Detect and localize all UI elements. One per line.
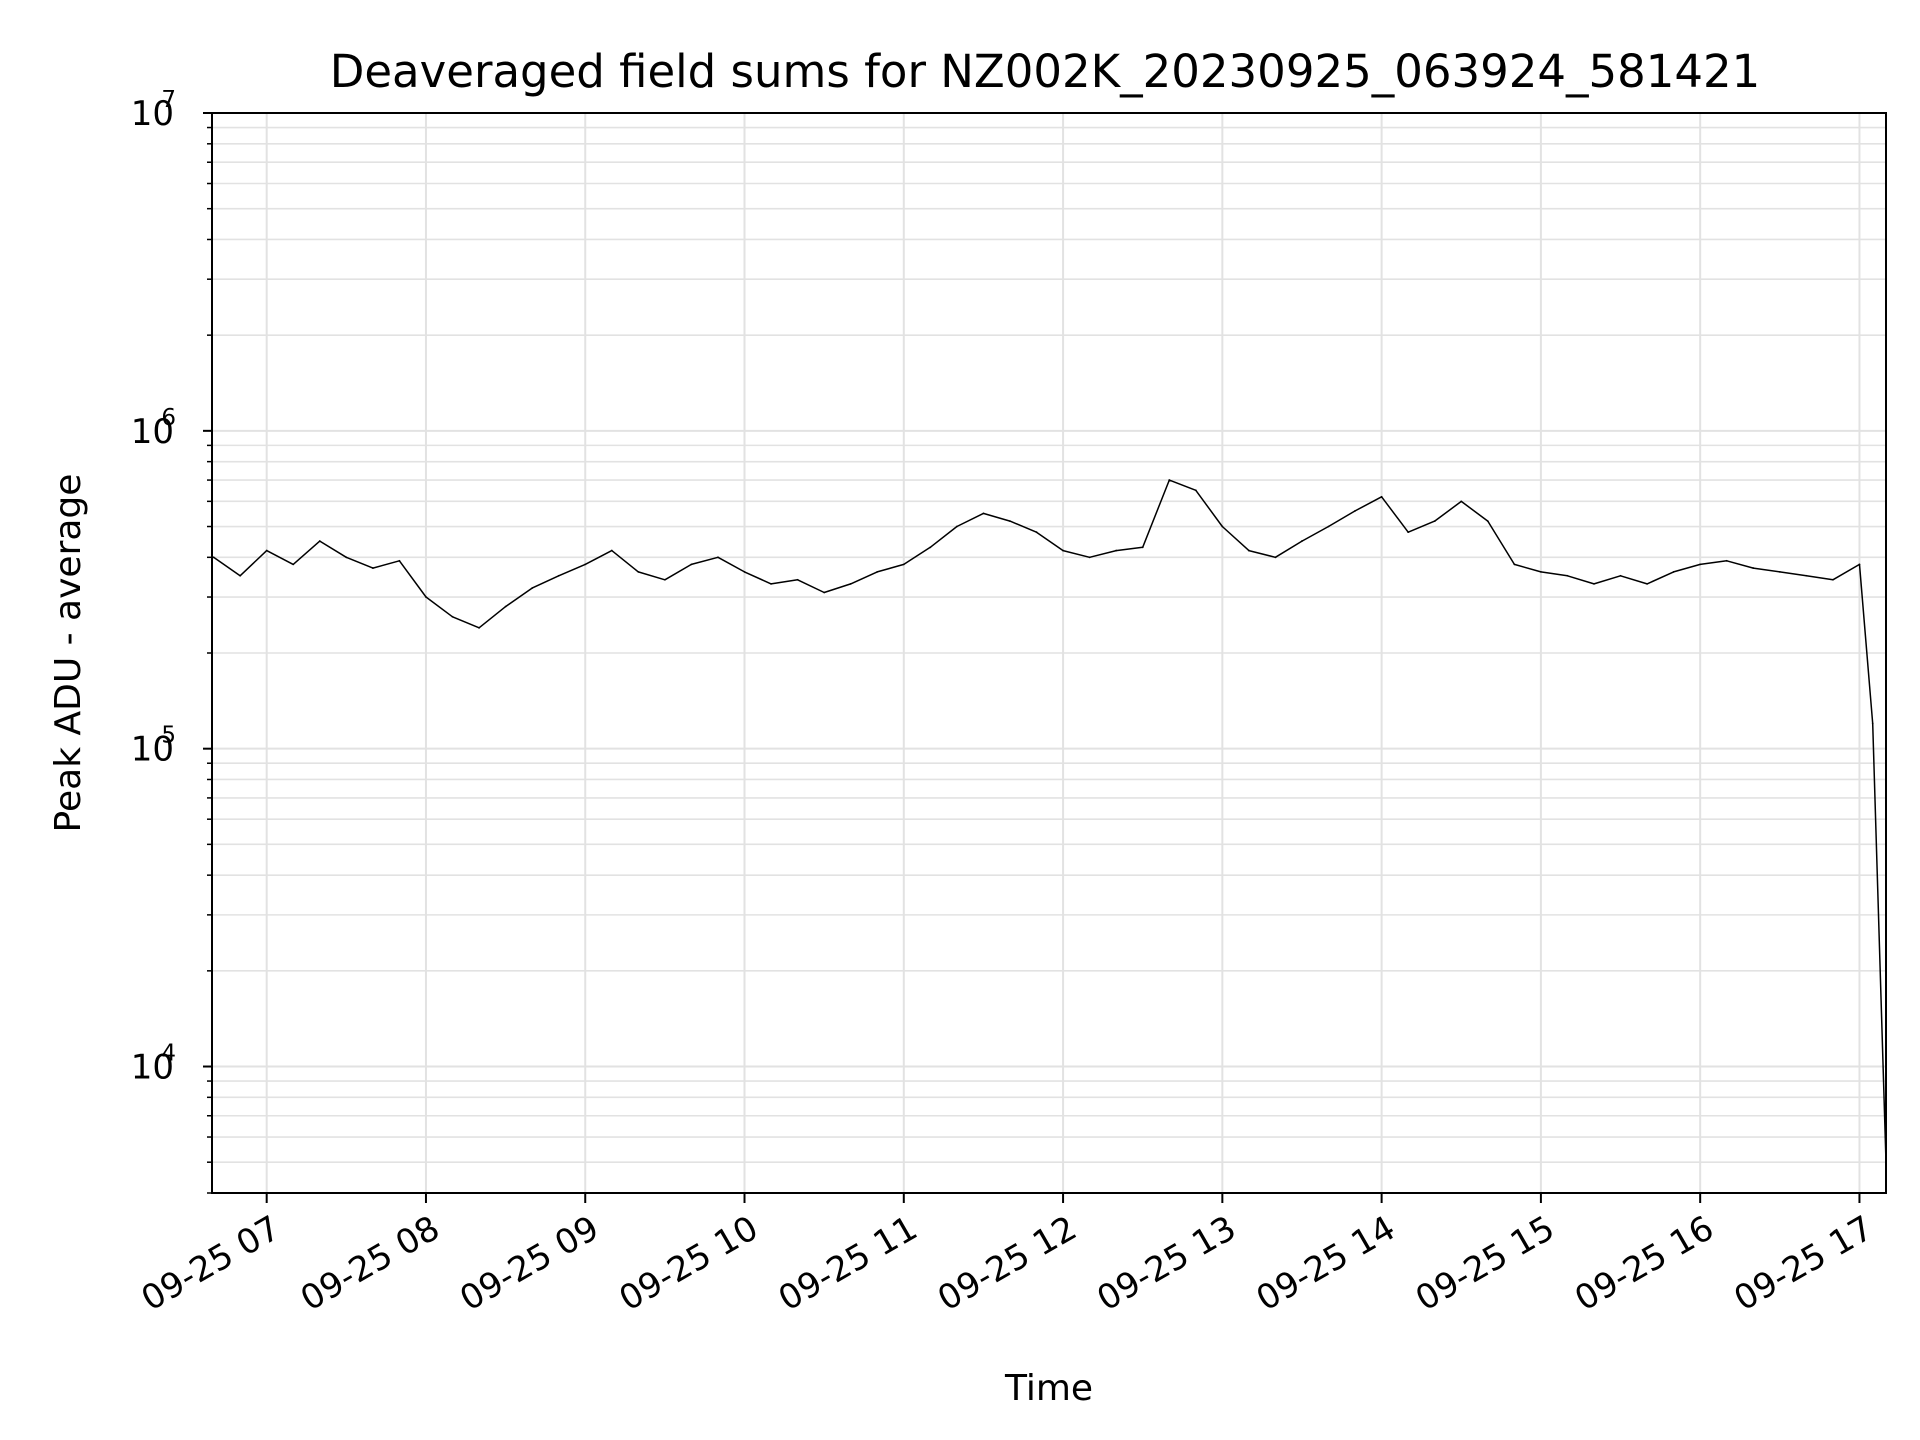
y-tick-exponent: 4	[161, 1041, 176, 1067]
data-point	[690, 563, 693, 566]
data-point	[1168, 479, 1171, 481]
data-point	[292, 563, 295, 566]
y-tick-label: 10	[131, 94, 174, 134]
data-point	[1460, 500, 1463, 503]
data-point	[1354, 509, 1356, 512]
data-point	[1062, 549, 1064, 552]
data-point	[1407, 531, 1410, 534]
y-tick-base: 10	[131, 94, 174, 134]
data-point	[531, 587, 534, 590]
chart-title: Deaveraged field sums for NZ002K_2023092…	[330, 45, 1761, 98]
data-point	[212, 556, 215, 559]
data-point	[1619, 574, 1622, 577]
data-point	[902, 563, 905, 566]
y-tick-exponent: 6	[161, 405, 176, 431]
data-point	[1832, 578, 1834, 581]
data-point	[1433, 520, 1436, 523]
y-tick-base: 10	[131, 730, 174, 770]
data-point	[1672, 570, 1675, 573]
data-point	[929, 546, 932, 549]
data-point	[318, 540, 321, 542]
data-point	[345, 556, 348, 559]
data-point	[1035, 531, 1038, 534]
series-layer	[212, 479, 1887, 1164]
data-point	[1752, 567, 1755, 569]
data-point	[1699, 563, 1702, 566]
data-point	[1871, 722, 1874, 725]
data-point	[796, 578, 799, 581]
data-point	[1009, 520, 1011, 523]
y-tick-base: 10	[131, 412, 174, 452]
data-point	[451, 615, 454, 618]
data-point	[1778, 570, 1781, 573]
data-point	[584, 563, 587, 566]
y-tick-exponent: 5	[161, 723, 176, 749]
data-point	[849, 582, 852, 585]
data-point	[1221, 525, 1224, 528]
data-point	[478, 626, 480, 629]
data-point	[1540, 570, 1542, 573]
data-point	[1725, 559, 1728, 562]
data-point	[239, 574, 242, 577]
y-tick-label: 10	[131, 1048, 174, 1088]
grid-lines	[212, 113, 1886, 1194]
data-point	[425, 596, 427, 598]
data-point	[1327, 525, 1330, 528]
data-point	[663, 578, 666, 581]
data-point	[398, 559, 401, 562]
data-point	[1513, 563, 1516, 566]
y-tick-label: 10	[131, 730, 174, 770]
data-point	[982, 512, 985, 515]
data-point	[1646, 582, 1648, 585]
y-tick-base: 10	[131, 1048, 174, 1088]
data-point	[717, 556, 719, 559]
data-point	[955, 525, 958, 528]
data-point	[1858, 563, 1861, 566]
data-point	[371, 567, 374, 569]
data-point	[770, 582, 772, 585]
data-point	[1486, 520, 1489, 523]
data-point	[1566, 574, 1569, 577]
y-tick-exponent: 7	[161, 87, 176, 113]
y-tick-label: 10	[131, 412, 174, 452]
x-axis-label: Time	[1004, 1368, 1093, 1409]
data-point	[1380, 495, 1383, 498]
data-point	[1141, 546, 1144, 549]
data-point	[1805, 574, 1808, 577]
data-point	[1247, 549, 1250, 552]
data-point	[637, 570, 640, 573]
data-point	[265, 549, 268, 552]
data-point	[504, 605, 507, 608]
data-point	[557, 574, 560, 577]
data-point	[1115, 549, 1118, 552]
data-point	[823, 591, 826, 594]
data-point	[876, 570, 879, 573]
data-point	[743, 570, 746, 573]
data-point	[1593, 582, 1595, 585]
data-point	[1088, 556, 1091, 559]
data-point	[1274, 556, 1277, 559]
data-point	[1301, 540, 1303, 542]
data-point	[1194, 489, 1197, 492]
data-point	[610, 549, 613, 552]
y-axis-label: Peak ADU - average	[48, 474, 89, 833]
